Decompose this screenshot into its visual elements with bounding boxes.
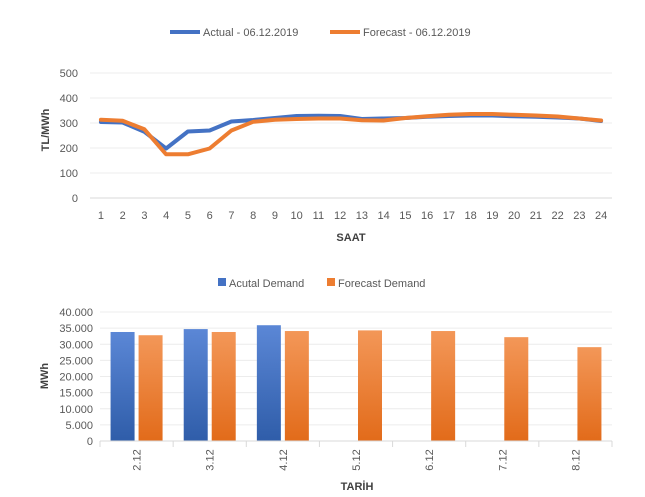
line-x-tick-label: 18 (465, 210, 477, 222)
line-y-tick-label: 100 (60, 168, 78, 180)
line-x-tick-label: 19 (486, 210, 498, 222)
line-x-tick-label: 17 (443, 210, 455, 222)
line-x-tick-label: 2 (120, 210, 126, 222)
line-gridlines (90, 72, 612, 174)
line-x-tick-label: 1 (98, 210, 104, 222)
bar-x-tick-label: 7.12 (497, 449, 509, 470)
bar-x-axis-title: TARİH (341, 480, 374, 493)
bar-x-tick-label: 2.12 (132, 449, 144, 470)
bar-actual-demand (183, 329, 208, 441)
legend-item-forecast: Forecast - 06.12.2019 (330, 27, 471, 39)
bar-actual-demand (256, 325, 281, 441)
line-x-tick-label: 11 (313, 210, 324, 222)
bar-x-tick-label: 8.12 (570, 449, 582, 470)
line-x-tick-label: 9 (272, 210, 278, 222)
line-series-group (98, 112, 604, 157)
bar-gridlines (100, 311, 612, 426)
line-legend: Actual - 06.12.2019 Forecast - 06.12.201… (170, 27, 471, 39)
line-x-tick-label: 16 (421, 210, 433, 222)
line-x-tick-label: 23 (573, 210, 585, 222)
bar-chart: Acutal Demand Forecast Demand 0 5.000 10.0… (39, 278, 613, 493)
bar-y-tick-label: 40.000 (59, 307, 93, 319)
line-x-tick-label: 22 (552, 210, 564, 222)
line-x-tick-label: 8 (250, 210, 256, 222)
bar-series-group (110, 325, 602, 441)
line-x-tick-label: 3 (141, 210, 147, 222)
line-x-tick-label: 14 (378, 210, 390, 222)
bar-x-ticks: 2.12 3.12 4.12 5.12 6.12 7.12 8.12 (99, 441, 613, 471)
bar-y-tick-label: 30.000 (59, 339, 93, 351)
line-y-tick-label: 200 (60, 143, 78, 155)
bar-forecast-demand (504, 337, 529, 441)
line-x-tick-label: 24 (595, 210, 607, 222)
line-x-tick-label: 10 (291, 210, 303, 222)
bar-x-tick-label: 5.12 (351, 449, 363, 470)
bar-forecast-demand (431, 331, 456, 441)
bar-forecast-demand (138, 335, 163, 441)
line-y-tick-label: 400 (60, 93, 78, 105)
legend-item-forecast-demand: Forecast Demand (327, 278, 425, 290)
legend-swatch-forecast-demand (327, 278, 335, 286)
line-y-axis-title: TL/MWh (40, 108, 52, 151)
bar-y-tick-label: 20.000 (59, 372, 93, 384)
bar-x-tick-label: 3.12 (205, 449, 217, 470)
legend-label-forecast: Forecast - 06.12.2019 (363, 27, 471, 39)
line-x-tick-label: 7 (228, 210, 234, 222)
legend-label-actual: Actual - 06.12.2019 (203, 27, 298, 39)
bar-y-tick-label: 5.000 (65, 420, 93, 432)
legend-label-forecast-demand: Forecast Demand (338, 278, 425, 290)
bar-forecast-demand (284, 331, 309, 441)
line-y-ticks: 0 100 200 300 400 500 (60, 68, 78, 205)
line-x-tick-label: 12 (334, 210, 346, 222)
line-x-tick-label: 20 (508, 210, 520, 222)
bar-forecast-demand (577, 347, 602, 441)
legend-item-actual-demand: Acutal Demand (218, 278, 304, 290)
bar-forecast-demand (358, 330, 382, 441)
bar-x-tick-label: 6.12 (424, 449, 436, 470)
legend-label-actual-demand: Acutal Demand (229, 278, 304, 290)
line-chart: Actual - 06.12.2019 Forecast - 06.12.201… (40, 27, 612, 244)
bar-y-tick-label: 0 (87, 436, 93, 448)
line-x-axis-title: SAAT (336, 232, 365, 244)
bar-y-tick-label: 10.000 (59, 404, 93, 416)
line-x-tick-label: 13 (356, 210, 368, 222)
legend-item-actual: Actual - 06.12.2019 (170, 27, 298, 39)
line-y-tick-label: 500 (60, 68, 78, 80)
bar-legend: Acutal Demand Forecast Demand (218, 278, 425, 290)
bar-actual-demand (110, 331, 135, 441)
bar-y-tick-label: 35.000 (59, 323, 93, 335)
line-y-tick-label: 0 (72, 193, 78, 205)
series-line-forecast (98, 112, 604, 157)
line-y-tick-label: 300 (60, 118, 78, 130)
bar-y-ticks: 0 5.000 10.000 15.000 20.000 25.000 30.000 35.0… (59, 307, 93, 448)
line-x-tick-label: 21 (530, 210, 542, 222)
line-x-tick-label: 15 (399, 210, 411, 222)
line-x-tick-label: 5 (185, 210, 191, 222)
bar-x-tick-label: 4.12 (278, 449, 290, 470)
line-x-tick-label: 4 (163, 210, 169, 222)
bar-forecast-demand (211, 331, 236, 441)
bar-y-tick-label: 15.000 (59, 388, 93, 400)
bar-y-tick-label: 25.000 (59, 355, 93, 367)
line-x-ticks: 1 2 3 4 5 6 7 8 9 10 11 12 13 14 15 16 17 18 19 20 21 22 23 24 (98, 210, 607, 222)
line-x-tick-label: 6 (207, 210, 213, 222)
bar-y-axis-title: MWh (39, 363, 51, 390)
legend-swatch-actual-demand (218, 278, 226, 286)
